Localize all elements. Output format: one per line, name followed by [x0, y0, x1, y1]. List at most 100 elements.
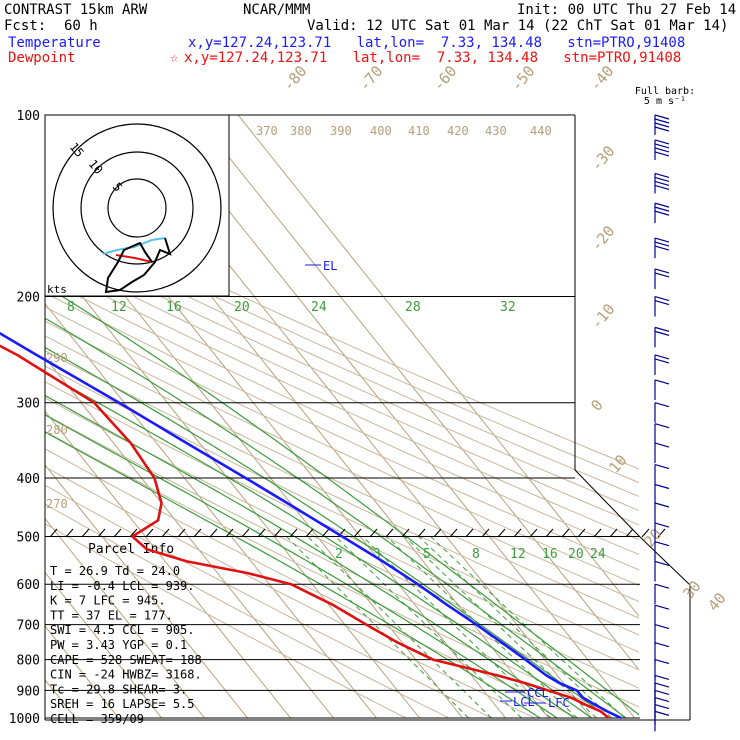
wind-barb-flag	[654, 442, 670, 448]
parcel-info-row: K = 7 LFC = 945.	[50, 594, 166, 608]
hatch-mark	[577, 528, 586, 538]
dry-adiabat-line	[45, 350, 639, 636]
wind-barb-flag	[654, 210, 670, 216]
wind-barb-flag	[654, 522, 670, 528]
isotherm-label: 40	[704, 589, 729, 614]
hatch-mark	[529, 528, 538, 538]
hatch-mark	[641, 528, 650, 538]
hatch-mark	[545, 528, 554, 538]
wind-barb-flag	[654, 237, 670, 243]
wind-barb-flag	[654, 151, 670, 157]
dry-adiabat-line	[45, 265, 639, 541]
hatch-mark	[65, 528, 74, 538]
pressure-tick-label: 200	[17, 291, 40, 306]
moist-adiabat-label: 16	[166, 300, 182, 315]
moist-adiabat-label: 28	[405, 300, 421, 315]
hatch-mark	[145, 528, 154, 538]
wind-barb-flag	[654, 330, 670, 336]
isotherm-label: 20	[640, 525, 665, 550]
pressure-tick-label: 300	[17, 397, 40, 412]
hatch-mark	[449, 528, 458, 538]
hodograph-units-label: kts	[47, 283, 67, 296]
hatch-mark	[97, 528, 106, 538]
wind-barb-flag	[654, 710, 670, 716]
isotherm-label: -40	[586, 62, 617, 94]
temperature-legend-label: Temperature	[8, 35, 101, 51]
wind-barb-flag	[654, 379, 670, 385]
moist-adiabat-label: 12	[111, 300, 127, 315]
wind-barb-flag	[654, 358, 670, 364]
temperature-line	[0, 331, 622, 720]
wind-barb-flag	[654, 483, 670, 490]
hatch-mark	[593, 528, 602, 538]
pressure-tick-label: 700	[17, 619, 40, 634]
pressure-tick-label: 500	[17, 530, 40, 545]
dry-adiabat-line	[45, 466, 536, 719]
barb-scale-title: Full barb:	[635, 86, 695, 97]
dry-adiabat-line	[45, 292, 639, 571]
hatch-mark	[289, 528, 298, 538]
parcel-info-row: LI = -0.4 LCL = 939.	[50, 579, 195, 593]
parcel-info-title: Parcel Info	[88, 542, 174, 557]
isotherm-label: -10	[587, 300, 618, 332]
dry-adiabat-line	[45, 335, 639, 619]
dry-adiabat-line	[45, 523, 407, 719]
moist-adiabat-label: 20	[234, 300, 250, 315]
wind-barb-flag	[654, 172, 670, 179]
wind-barb-flag	[654, 354, 670, 360]
theta-label: 380	[290, 124, 312, 138]
isotherm-label: 30	[679, 577, 704, 602]
dry-adiabat-line	[45, 252, 639, 526]
mixing-ratio-label: 24	[590, 547, 606, 562]
hatch-mark	[225, 528, 234, 538]
lfc-label: LFC	[548, 696, 570, 710]
mixing-ratio-label: 20	[568, 547, 584, 562]
hatch-mark	[257, 528, 266, 538]
wind-barb-flag	[654, 703, 670, 710]
hatch-mark	[385, 528, 394, 538]
temperature-legend-info: x,y=127.24,123.71 lat,lon= 7.33, 134.48 …	[188, 35, 686, 51]
mixing-ratio-line	[418, 537, 613, 719]
wind-barb-flag	[654, 295, 670, 302]
isotherm-label: -70	[355, 62, 386, 94]
mixing-ratio-label: 8	[472, 547, 480, 562]
wind-barb-flag	[654, 184, 670, 191]
hodograph-box	[44, 114, 230, 297]
mixing-ratio-line	[386, 537, 578, 719]
theta-label: 290	[46, 351, 68, 365]
parcel-info-row: T = 26.9 Td = 24.0	[50, 564, 180, 578]
hodograph-ring	[52, 123, 222, 293]
valid-time: Valid: 12 UTC Sat 01 Mar 14 (22 ChT Sat …	[307, 18, 729, 34]
pressure-tick-label: 100	[17, 109, 40, 124]
hatch-mark	[81, 528, 90, 538]
theta-label: 440	[530, 124, 552, 138]
dewpoint-legend-info: x,y=127.24,123.71 lat,lon= 7.33, 134.48 …	[184, 50, 682, 66]
parcel-info-row: CAPE = 528 SWEAT= 188	[50, 653, 202, 667]
dry-adiabat-line	[45, 397, 639, 689]
mixing-ratio-label: 2	[335, 547, 343, 562]
wind-barb-flag	[654, 541, 670, 547]
wind-barb-flag	[654, 118, 670, 124]
hodograph-ring	[80, 151, 194, 265]
wind-barb-flag	[654, 697, 670, 703]
hatch-mark	[129, 528, 138, 538]
theta-label: 420	[447, 124, 469, 138]
el-label: EL	[323, 259, 337, 273]
wind-barb-flag	[654, 176, 670, 183]
mixing-ratio-line	[335, 537, 522, 719]
hatch-mark	[465, 528, 474, 538]
hatch-mark	[49, 528, 58, 538]
parcel-info-row: PW = 3.43 YGP = 0.1	[50, 638, 187, 652]
moist-adiabat-label: 32	[500, 300, 516, 315]
dry-adiabat-line	[45, 365, 639, 653]
theta-label: 410	[408, 124, 430, 138]
parcel-info-row: CIN = -24 HWBZ= 3168.	[50, 668, 202, 682]
pressure-tick-label: 800	[17, 654, 40, 669]
dry-adiabat-line	[45, 448, 579, 719]
wind-barb-flag	[654, 143, 670, 149]
mixing-ratio-line	[430, 537, 625, 719]
plot-frame	[44, 115, 691, 721]
